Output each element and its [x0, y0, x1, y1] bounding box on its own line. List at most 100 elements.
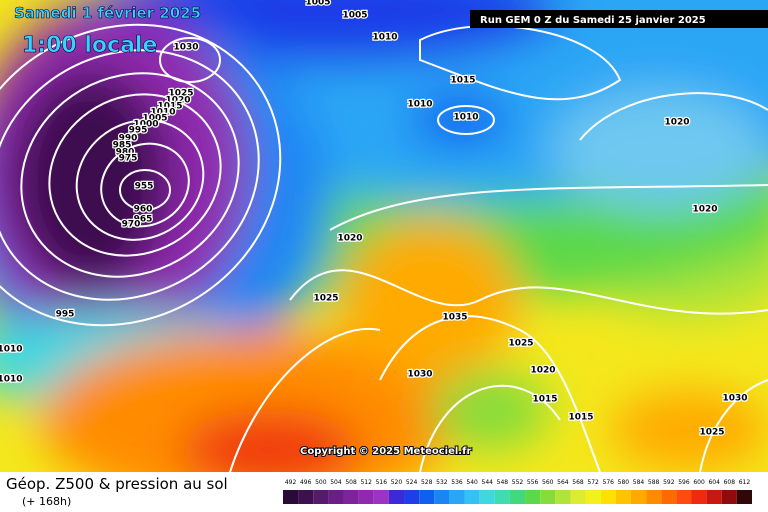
colorbar-cell	[358, 490, 374, 504]
colorbar-cell	[570, 490, 586, 504]
isobar-label: 1015	[157, 102, 182, 112]
colorbar-cell	[630, 490, 647, 504]
isobar-label: 1015	[450, 76, 475, 86]
isobar-label: 1025	[168, 89, 193, 99]
isobar-label: 1010	[150, 108, 175, 118]
isobar-label: 970	[122, 220, 141, 230]
colorbar-cell	[509, 490, 526, 504]
isobar-label: 1025	[508, 339, 533, 349]
isobar-label: 990	[119, 134, 138, 144]
isobar-label: 1020	[530, 366, 555, 376]
colorbar-label: 592	[663, 479, 675, 486]
colorbar-cell	[388, 490, 405, 504]
isobar-label: 1010	[372, 33, 397, 43]
isobar-label: 1025	[313, 294, 338, 304]
colorbar-label: 492	[285, 479, 297, 486]
copyright: Copyright © 2025 Meteociel.fr	[300, 446, 471, 457]
colorbar-label: 544	[482, 479, 494, 486]
colorbar-cell	[404, 490, 420, 504]
colorbar-label: 584	[633, 479, 645, 486]
colorbar-label: 580	[618, 479, 630, 486]
isobar-label: 1005	[342, 11, 367, 21]
colorbar-label: 520	[391, 479, 403, 486]
colorbar-label: 612	[739, 479, 751, 486]
isobar-label: 1020	[165, 96, 190, 106]
colorbar-cell	[343, 490, 359, 504]
isobar-label: 1010	[453, 113, 478, 123]
colorbar-cell	[691, 490, 707, 504]
isobar-label: 955	[135, 182, 154, 192]
date: Samedi 1 février 2025	[14, 4, 201, 22]
colorbar-label: 524	[406, 479, 418, 486]
isobar-label: 1010	[407, 100, 432, 110]
isobar-label: 1035	[442, 313, 467, 323]
colorbar-cell	[449, 490, 465, 504]
colorbar-label: 600	[693, 479, 705, 486]
local-time: 1:00 locale	[22, 33, 157, 58]
colorbar-label: 608	[724, 479, 736, 486]
colorbar-cell	[313, 490, 329, 504]
isobar-label: 960	[134, 205, 153, 215]
isobar-label: 995	[56, 310, 75, 320]
colorbar-label: 568	[572, 479, 584, 486]
colorbar-cell	[585, 490, 601, 504]
isobar-label: 1020	[692, 205, 717, 215]
colorbar-cell	[373, 490, 389, 504]
isobar-label: 1015	[532, 395, 557, 405]
colorbar-label: 512	[360, 479, 372, 486]
colorbar-cell	[328, 490, 344, 504]
colorbar-label: 560	[542, 479, 554, 486]
isobar-label: 965	[134, 215, 153, 225]
colorbar-cell	[464, 490, 480, 504]
colorbar-label: 496	[300, 479, 312, 486]
forecast-lead: (+ 168h)	[22, 495, 71, 508]
colorbar-cell	[525, 490, 541, 504]
colorbar-label: 572	[587, 479, 599, 486]
colorbar-label: 536	[451, 479, 463, 486]
isobar-label: 1020	[664, 118, 689, 128]
isobar-label: 1000	[133, 120, 158, 130]
isobar-label: 985	[113, 141, 132, 151]
colorbar-cell	[706, 490, 722, 504]
isobar-label: 1030	[722, 394, 747, 404]
isobar-label: 1005	[142, 114, 167, 124]
colorbar-cell	[494, 490, 510, 504]
isobar-label: 1030	[407, 370, 432, 380]
colorbar-cell	[479, 490, 495, 504]
isobar-label: 1020	[337, 234, 362, 244]
isobar-label: 1025	[699, 428, 724, 438]
isobar-label: 1030	[173, 43, 198, 53]
isobar-label: 1010	[0, 345, 23, 355]
colorbar-label: 604	[708, 479, 720, 486]
footer-title: Géop. Z500 & pression au sol	[6, 475, 228, 493]
isobar-label: 995	[129, 126, 148, 136]
colorbar-label: 548	[497, 479, 509, 486]
colorbar-cell	[661, 490, 677, 504]
colorbar-label: 588	[648, 479, 660, 486]
colorbar-cell	[555, 490, 571, 504]
colorbar-label: 504	[330, 479, 342, 486]
colorbar-cell	[434, 490, 450, 504]
isobar-label: 1005	[305, 0, 330, 8]
colorbar-cell	[721, 490, 737, 504]
colorbar-label: 500	[315, 479, 327, 486]
run-box	[470, 10, 768, 28]
colorbar-cell	[283, 490, 299, 504]
colorbar-cell	[540, 490, 556, 504]
colorbar-cell	[298, 490, 314, 504]
colorbar-label: 508	[345, 479, 357, 486]
colorbar-label: 596	[678, 479, 690, 486]
colorbar-cell	[600, 490, 616, 504]
run-info: Run GEM 0 Z du Samedi 25 janvier 2025	[480, 15, 706, 26]
isobar-label: 980	[116, 148, 135, 158]
colorbar-label: 528	[421, 479, 433, 486]
colorbar-label: 576	[603, 479, 615, 486]
colorbar-cell	[615, 490, 631, 504]
isobar-label: 1010	[0, 375, 23, 385]
colorbar-label: 564	[557, 479, 569, 486]
colorbar-label: 516	[376, 479, 388, 486]
colorbar-cell	[736, 490, 752, 504]
isobars	[0, 23, 768, 472]
colorbar-cell	[419, 490, 435, 504]
